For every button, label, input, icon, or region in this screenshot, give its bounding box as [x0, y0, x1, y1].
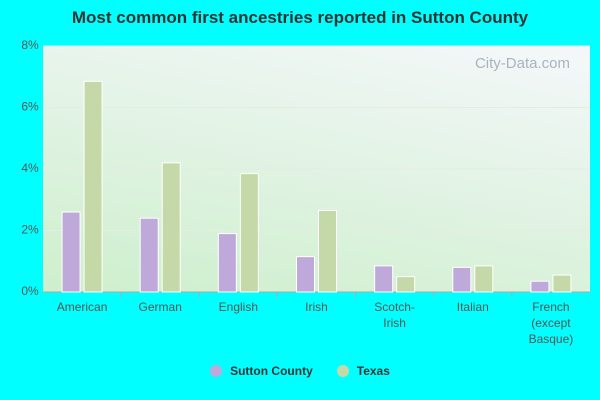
legend-item: Sutton County — [210, 364, 313, 378]
legend-item: Texas — [336, 364, 390, 378]
y-tick-label: 8% — [21, 38, 39, 52]
chart-title: Most common first ancestries reported in… — [71, 8, 529, 27]
x-tick-label: German — [138, 300, 182, 314]
bar — [139, 217, 159, 293]
bar — [296, 256, 315, 293]
bar — [161, 162, 181, 293]
x-tick-label: Scotch-Irish — [374, 300, 415, 330]
bar — [474, 265, 494, 293]
watermark: City-Data.com — [475, 55, 570, 72]
bar — [552, 274, 572, 293]
legend: Sutton County Texas — [0, 364, 600, 378]
x-tick-label: Italian — [456, 300, 489, 314]
bar — [396, 276, 416, 293]
bar — [239, 173, 259, 293]
x-tick-label: American — [56, 300, 108, 314]
bar — [83, 80, 103, 293]
bar — [318, 210, 337, 293]
y-tick-label: 4% — [21, 161, 39, 175]
bar — [217, 233, 237, 293]
y-tick-label: 0% — [21, 284, 39, 298]
bar — [61, 211, 81, 293]
x-tick-label: Irish — [305, 300, 328, 314]
legend-label: Texas — [356, 364, 390, 378]
y-tick-label: 2% — [21, 223, 39, 237]
y-tick-label: 6% — [21, 100, 39, 114]
legend-swatch — [336, 365, 349, 377]
x-tick-label: English — [218, 300, 259, 314]
bar — [452, 266, 472, 293]
bar — [374, 265, 394, 293]
x-tick-label: French (except Basque) — [528, 300, 574, 346]
legend-swatch — [210, 365, 223, 377]
bar — [530, 280, 550, 293]
legend-label: Sutton County — [230, 364, 313, 378]
